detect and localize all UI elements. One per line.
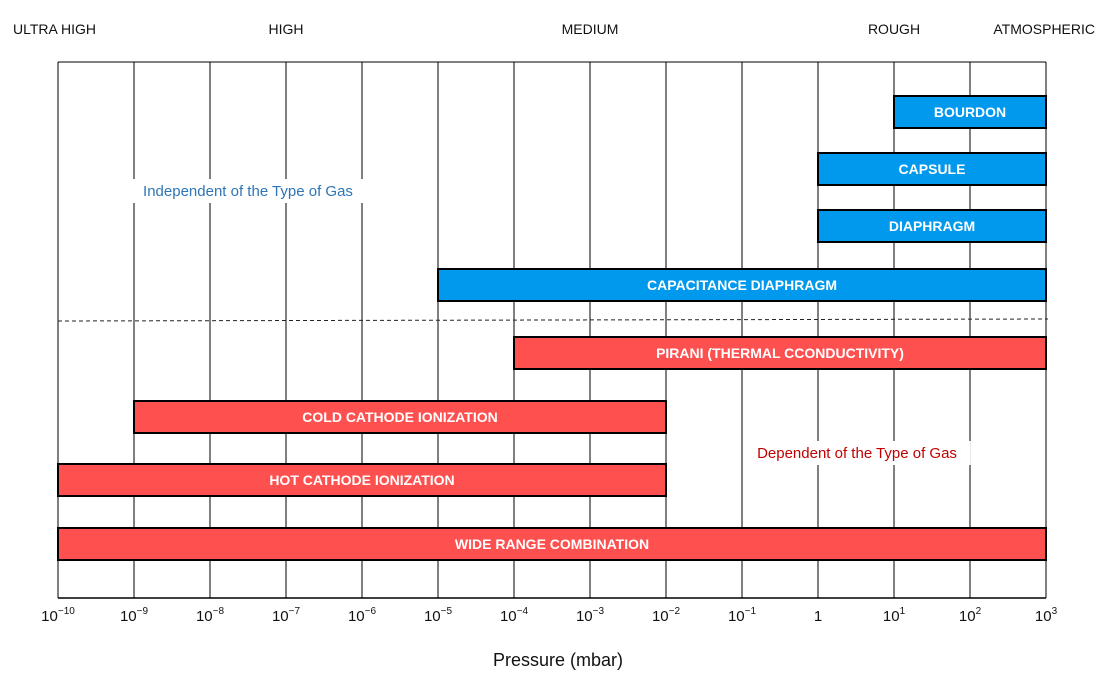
bar-label-capacitance-diaphragm: CAPACITANCE DIAPHRAGM	[647, 277, 837, 293]
bar-wide-range-combination	[57, 527, 1047, 561]
x-tick-label: 10−4	[500, 606, 529, 625]
bar-label-bourdon: BOURDON	[934, 104, 1006, 120]
note-background	[743, 441, 971, 465]
bar-capsule	[817, 152, 1047, 186]
x-tick-label: 10−8	[196, 606, 225, 625]
x-tick-label: 10−10	[41, 606, 75, 625]
group-note-dependent: Dependent of the Type of Gas	[757, 445, 957, 462]
bar-bourdon	[893, 95, 1047, 129]
x-tick-label: 10−3	[576, 606, 605, 625]
x-tick-label: 10−6	[348, 606, 377, 625]
bar-capacitance-diaphragm	[437, 268, 1047, 302]
x-tick-label: 10−5	[424, 606, 453, 625]
x-tick-label: 101	[883, 606, 906, 625]
x-axis-label: Pressure (mbar)	[493, 650, 623, 670]
bar-label-diaphragm: DIAPHRAGM	[889, 218, 975, 234]
group-divider	[57, 318, 1049, 322]
x-tick-labels: 10−10 10−9 10−8 10−7 10−6 10−5 10−4 10−3 10−2 10−…	[41, 606, 1057, 625]
bar-pirani-thermal-cconductivity	[513, 336, 1047, 370]
bar-cold-cathode-ionization	[133, 400, 667, 434]
bar-label-cold-cathode-ionization: COLD CATHODE IONIZATION	[302, 409, 497, 425]
x-tick-label: 10−1	[728, 606, 757, 625]
group-note-independent: Independent of the Type of Gas	[143, 183, 353, 200]
bar-label-pirani-thermal-cconductivity: PIRANI (THERMAL CCONDUCTIVITY)	[656, 345, 904, 361]
region-label-ultra-high: ULTRA HIGH	[13, 21, 96, 37]
x-tick-label: 102	[959, 606, 982, 625]
bar-diaphragm	[817, 209, 1047, 243]
region-label-medium: MEDIUM	[562, 21, 619, 37]
dashed-divider-line	[57, 318, 1049, 322]
region-label-atmospheric: ATMOSPHERIC	[993, 21, 1095, 37]
bar-hot-cathode-ionization	[57, 463, 667, 497]
plot-frame	[57, 61, 1047, 599]
x-tick-label: 10−7	[272, 606, 301, 625]
bar-label-capsule: CAPSULE	[899, 161, 966, 177]
x-tick-label: 103	[1035, 606, 1058, 625]
group-notes: Independent of the Type of Gas Dependent …	[127, 179, 971, 465]
grid-lines	[133, 62, 971, 598]
bar-label-hot-cathode-ionization: HOT CATHODE IONIZATION	[269, 472, 454, 488]
region-label-high: HIGH	[269, 21, 304, 37]
note-background	[127, 179, 369, 203]
x-tick-label: 10−9	[120, 606, 149, 625]
region-label-rough: ROUGH	[868, 21, 920, 37]
bar-label-wide-range-combination: WIDE RANGE COMBINATION	[455, 536, 649, 552]
region-labels: ULTRA HIGH HIGH MEDIUM ROUGH ATMOSPHERIC	[13, 21, 1095, 37]
x-tick-label: 10−2	[652, 606, 681, 625]
bars: BOURDON CAPSULE DIAPHRAGM CAPACITANCE DIAPH…	[57, 95, 1047, 561]
x-tick-label: 1	[814, 608, 822, 625]
